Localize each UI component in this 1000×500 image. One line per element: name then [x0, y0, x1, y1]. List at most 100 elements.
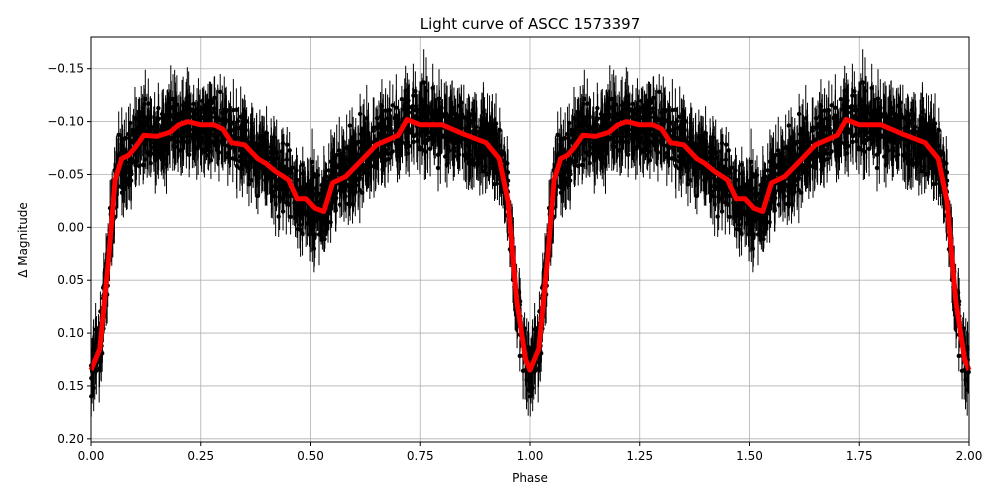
data-point — [411, 93, 416, 98]
data-point — [212, 95, 217, 100]
data-point — [920, 115, 925, 121]
data-point — [763, 179, 768, 185]
data-point — [891, 141, 896, 146]
data-point — [885, 148, 891, 153]
data-point — [422, 147, 427, 153]
data-point — [591, 122, 596, 127]
data-point — [456, 103, 462, 108]
data-point — [152, 122, 157, 127]
data-point — [333, 208, 338, 213]
data-point — [890, 154, 896, 159]
data-point — [425, 130, 430, 135]
data-point — [582, 96, 587, 102]
data-point — [363, 138, 368, 143]
data-point — [357, 111, 363, 117]
data-point — [565, 182, 571, 187]
data-point — [898, 100, 903, 105]
data-point — [567, 178, 573, 183]
data-point — [497, 181, 503, 186]
data-point — [379, 103, 385, 109]
data-point — [826, 107, 832, 113]
data-point — [685, 182, 691, 187]
data-point — [262, 150, 267, 156]
data-point — [532, 341, 537, 347]
data-point — [128, 140, 134, 145]
data-point — [406, 98, 411, 103]
data-point — [750, 186, 755, 191]
data-point — [895, 103, 901, 108]
data-point — [452, 141, 457, 146]
data-point — [284, 157, 290, 162]
data-point — [651, 95, 656, 100]
data-point — [380, 121, 386, 126]
data-point — [316, 232, 322, 237]
data-point — [153, 158, 158, 163]
data-point — [567, 140, 573, 145]
data-point — [378, 114, 384, 119]
data-point — [196, 117, 202, 123]
data-point — [751, 211, 756, 216]
data-point — [767, 173, 772, 178]
data-point — [760, 194, 765, 199]
data-point — [300, 162, 305, 167]
data-point — [334, 152, 339, 158]
data-point — [436, 96, 442, 101]
data-point — [773, 152, 778, 158]
data-point — [906, 148, 911, 153]
data-point — [481, 115, 486, 121]
data-point — [733, 168, 738, 173]
data-point — [716, 194, 721, 200]
data-point — [959, 368, 965, 374]
data-point — [193, 112, 199, 117]
data-point — [585, 101, 590, 106]
data-point — [623, 139, 628, 144]
data-point — [713, 184, 718, 190]
data-point — [462, 137, 467, 142]
data-point — [604, 114, 609, 119]
data-point — [724, 142, 729, 147]
data-point — [185, 128, 191, 134]
data-point — [431, 139, 436, 144]
data-point — [759, 229, 764, 235]
data-point — [435, 165, 441, 171]
data-point — [348, 147, 353, 152]
data-point — [860, 80, 865, 85]
data-point — [358, 132, 364, 137]
data-point — [413, 108, 419, 113]
data-point — [360, 162, 366, 168]
data-point — [719, 209, 725, 214]
data-point — [772, 208, 777, 213]
data-point — [845, 98, 850, 103]
data-point — [411, 133, 417, 139]
data-point — [603, 162, 608, 167]
data-point — [796, 111, 802, 117]
data-point — [174, 102, 180, 107]
data-point — [328, 173, 333, 178]
data-point — [688, 127, 693, 132]
data-point — [126, 182, 132, 187]
data-point — [568, 171, 573, 177]
data-point — [712, 202, 717, 207]
data-point — [329, 163, 335, 169]
data-point — [861, 147, 866, 153]
data-point — [895, 152, 901, 157]
data-point — [430, 85, 435, 91]
data-point — [255, 193, 261, 199]
data-point — [459, 100, 464, 105]
data-point — [848, 127, 853, 132]
data-point — [632, 112, 638, 117]
data-point — [446, 148, 452, 153]
data-point — [371, 128, 376, 133]
data-point — [810, 128, 815, 133]
data-point — [178, 112, 183, 117]
data-point — [127, 120, 133, 126]
data-point — [520, 368, 526, 374]
data-point — [648, 98, 653, 103]
data-point — [829, 103, 835, 108]
data-point — [727, 171, 732, 176]
data-point — [409, 127, 414, 132]
data-point — [218, 89, 223, 95]
data-point — [662, 117, 667, 122]
data-point — [821, 158, 827, 163]
